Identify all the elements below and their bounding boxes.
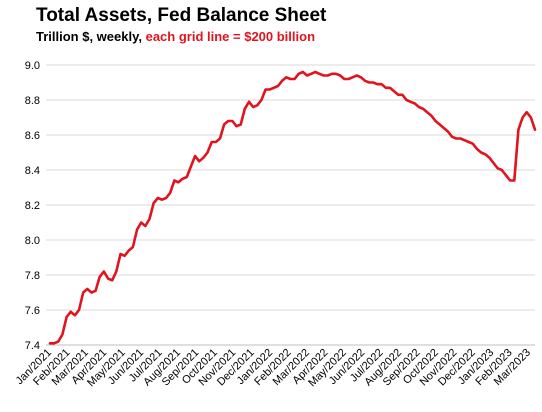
chart-subtitle: Trillion $, weekly, each grid line = $20… [36,28,326,46]
y-tick-label-0: 7.4 [25,340,40,352]
chart-header: Total Assets, Fed Balance Sheet Trillion… [36,4,326,46]
y-tick-label-6: 8.6 [25,130,40,142]
chart-subtitle-plain: Trillion $, weekly, [36,29,146,44]
y-tick-label-2: 7.8 [25,270,40,282]
y-tick-label-3: 8.0 [25,235,40,247]
y-tick-label-8: 9.0 [25,60,40,72]
series-line-total-assets [48,70,537,345]
y-tick-label-7: 8.8 [25,95,40,107]
chart-title: Total Assets, Fed Balance Sheet [36,5,327,26]
y-tick-label-4: 8.2 [25,200,40,212]
y-tick-label-5: 8.4 [25,165,40,177]
chart-subtitle-accent: each grid line = $200 billion [145,29,316,44]
y-tick-label-1: 7.6 [25,305,40,317]
